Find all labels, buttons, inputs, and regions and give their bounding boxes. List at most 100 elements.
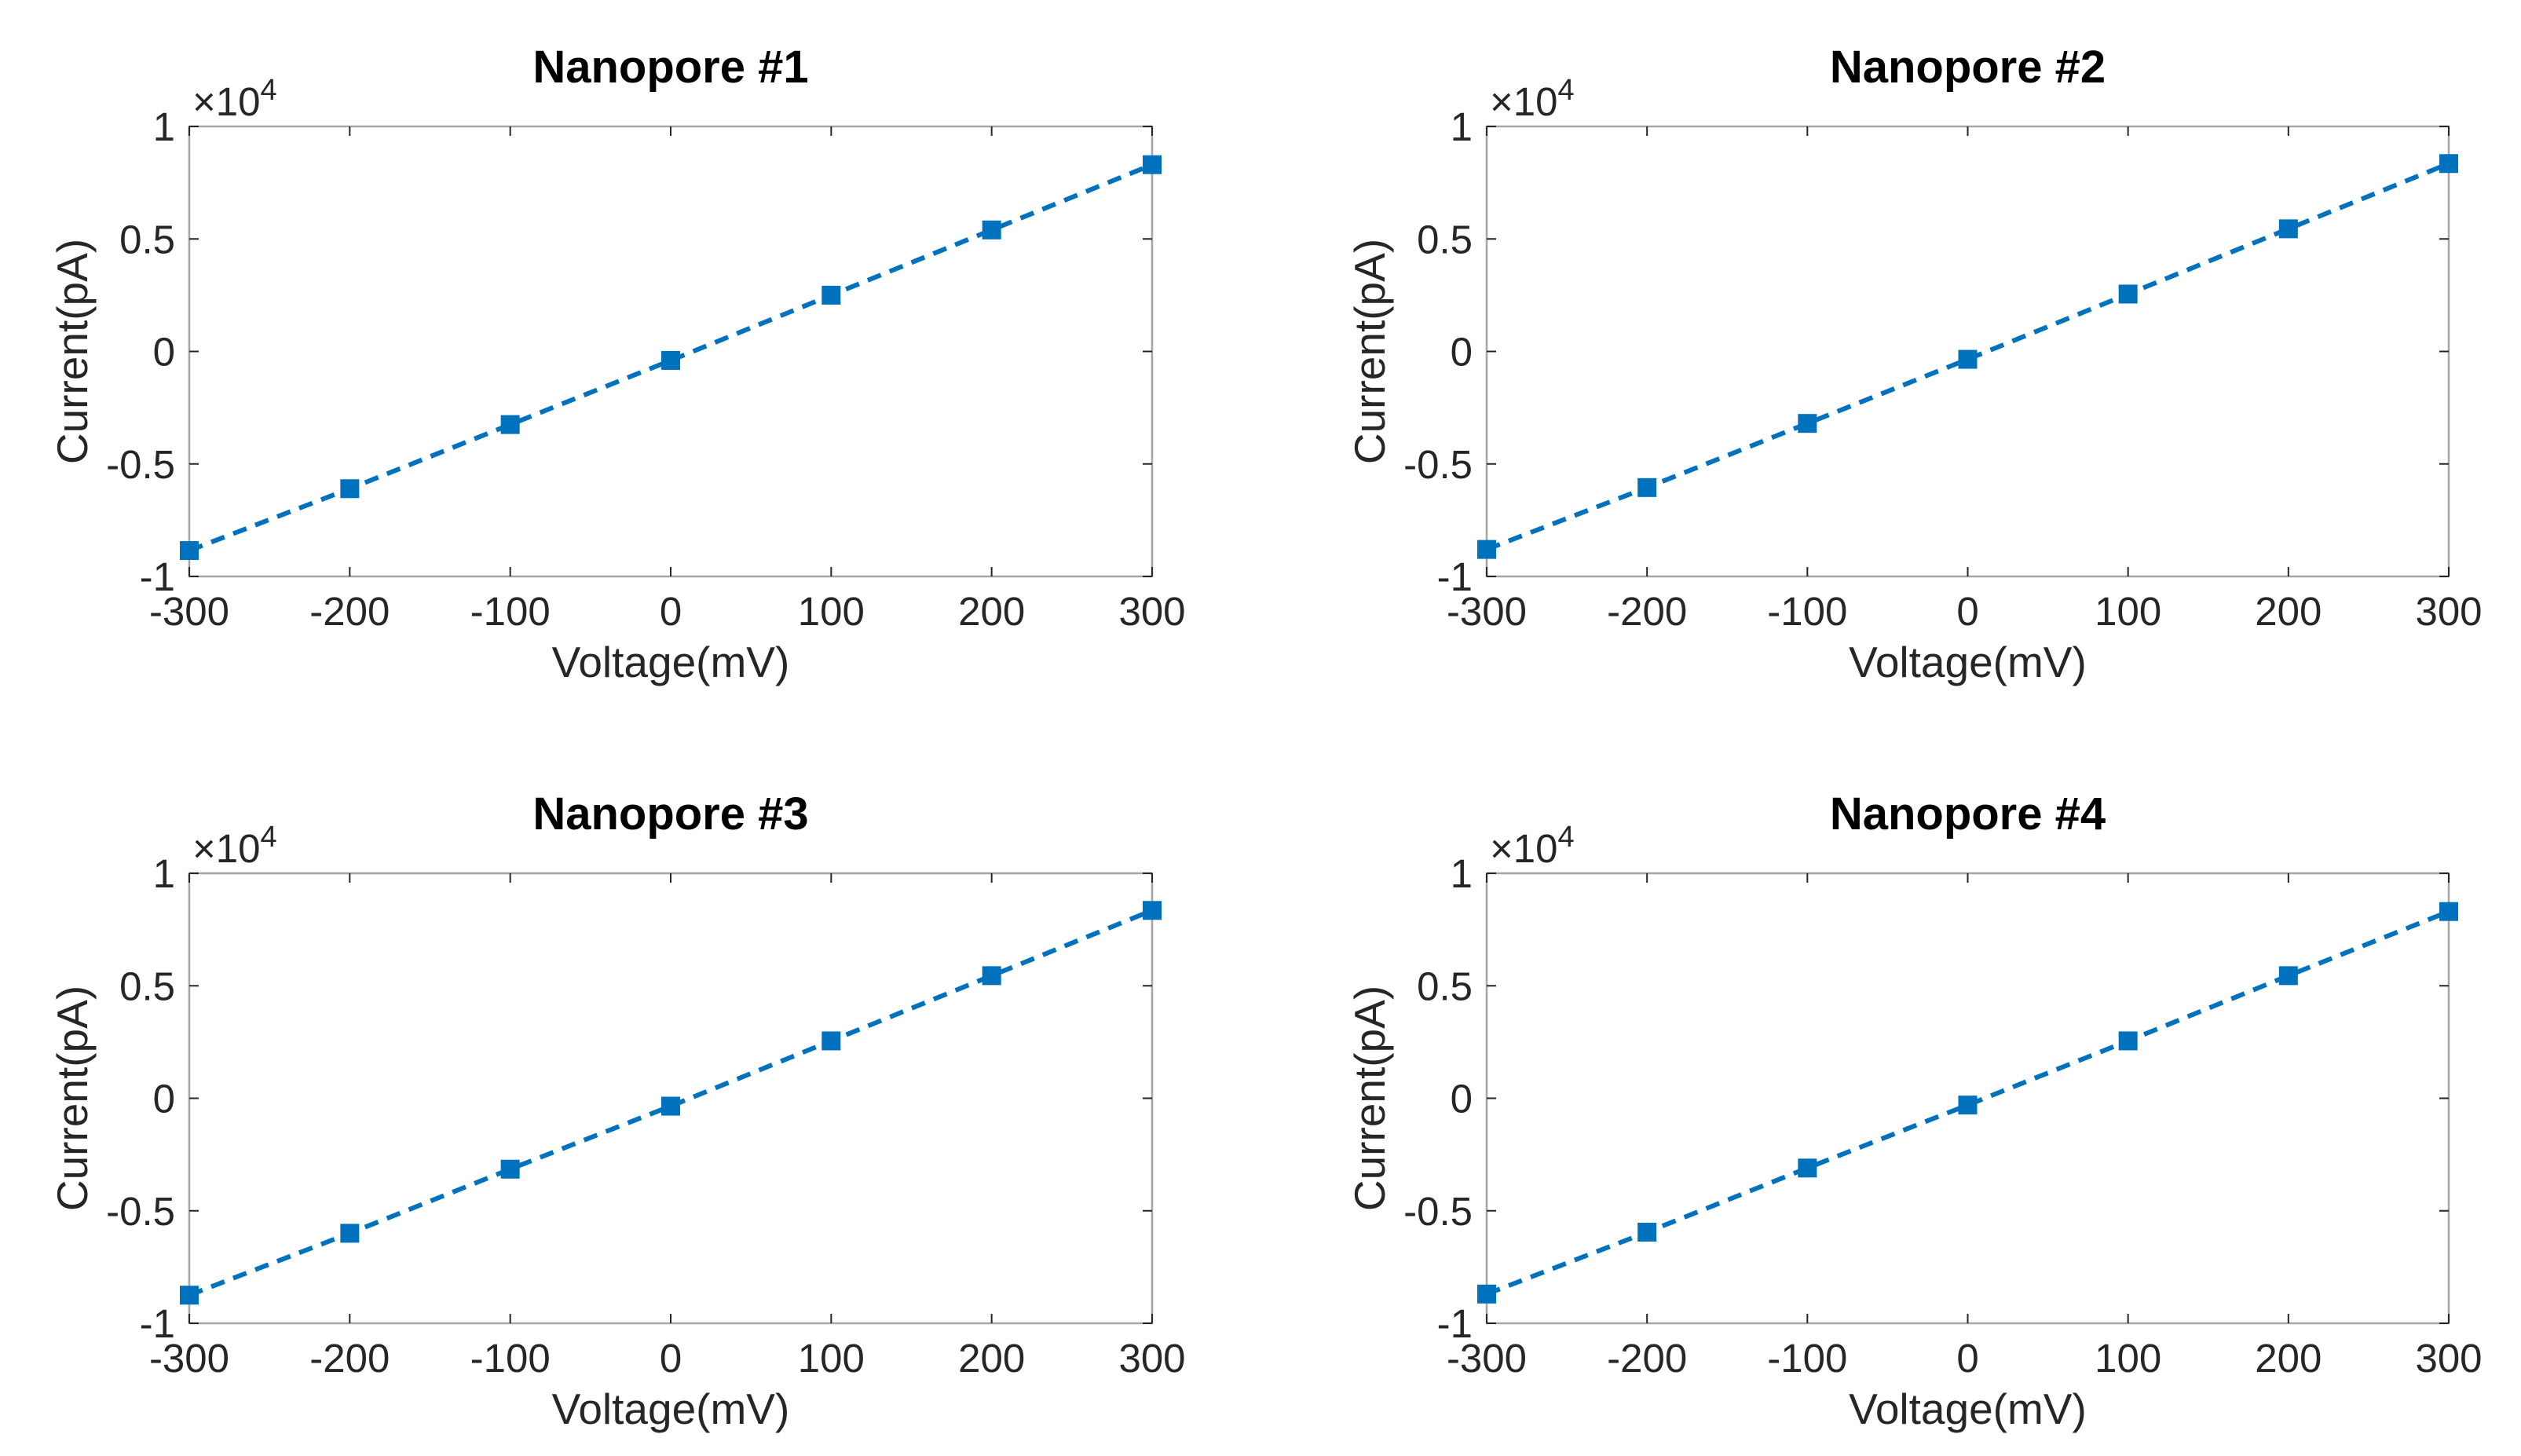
y-exponent-label: ×104 — [192, 74, 277, 124]
x-tick-label: 200 — [2255, 1336, 2322, 1381]
x-tick-label: -100 — [1767, 1336, 1847, 1381]
x-tick-label: 300 — [2415, 1336, 2482, 1381]
data-point-marker — [2439, 154, 2458, 174]
subplot-4: Nanopore #4 -300 -200 -100 0 100 200 300 -1 -0.5 0… — [1345, 788, 2483, 1433]
y-tick-label: 0 — [1451, 1077, 1473, 1121]
y-tick-label: -1 — [140, 1301, 175, 1346]
x-tick-label: 200 — [958, 1336, 1025, 1381]
y-tick-label: -0.5 — [1403, 442, 1473, 487]
y-tick-label: 0.5 — [1417, 964, 1473, 1008]
data-point-marker — [821, 285, 841, 305]
y-axis-label: Current(pA) — [1345, 986, 1394, 1211]
y-exponent-label: ×104 — [192, 821, 277, 871]
data-point-marker — [1958, 349, 1978, 369]
x-tick-label: 0 — [1956, 589, 1978, 634]
y-tick-label: 1 — [153, 851, 175, 896]
y-exponent-label: ×104 — [1490, 74, 1575, 124]
data-point-marker — [2439, 902, 2458, 921]
y-multiplier: ×10 — [192, 79, 261, 124]
chart-title: Nanopore #3 — [532, 788, 808, 840]
x-tick-label: -100 — [1767, 589, 1847, 634]
data-point-marker — [2118, 1031, 2138, 1051]
y-tick-label: -1 — [1437, 1301, 1473, 1346]
x-axis-label: Voltage(mV) — [1849, 1385, 2087, 1433]
data-point-marker — [2278, 966, 2298, 986]
x-tick-label: 200 — [958, 589, 1025, 634]
y-tick-label: 0 — [153, 330, 175, 375]
data-point-marker — [821, 1031, 841, 1051]
x-axis-label: Voltage(mV) — [552, 638, 790, 686]
subplot-2: Nanopore #2 -300 -200 -100 0 100 200 300 -1 -0.5 0… — [1345, 42, 2483, 686]
data-point-marker — [1637, 477, 1657, 497]
x-tick-label: -300 — [1447, 1336, 1527, 1381]
y-tick-label: -0.5 — [1403, 1189, 1473, 1234]
y-axis-label: Current(pA) — [1345, 239, 1394, 464]
y-tick-label: 1 — [153, 104, 175, 149]
x-tick-label: 100 — [798, 589, 865, 634]
x-tick-label: -200 — [309, 589, 390, 634]
y-multiplier: ×10 — [1490, 79, 1558, 124]
y-tick-label: -1 — [140, 554, 175, 599]
x-tick-label: 0 — [660, 589, 682, 634]
data-point-marker — [1477, 1284, 1496, 1304]
y-tick-label: 1 — [1451, 104, 1473, 149]
data-point-marker — [340, 479, 360, 499]
chart-title: Nanopore #4 — [1830, 788, 2106, 840]
x-tick-label: -100 — [470, 1336, 551, 1381]
data-point-marker — [1477, 540, 1496, 559]
data-point-marker — [1798, 414, 1817, 434]
data-point-marker — [661, 1096, 680, 1116]
data-point-marker — [1798, 1158, 1817, 1178]
x-tick-label: 100 — [798, 1336, 865, 1381]
x-axis-label: Voltage(mV) — [552, 1385, 790, 1433]
x-tick-label: -100 — [470, 589, 551, 634]
x-tick-label: 300 — [2415, 589, 2482, 634]
subplot-1: Nanopore #1 -300 -200 -100 0 100 200 300 -1 -0.5 0… — [48, 42, 1186, 686]
x-tick-label: -300 — [149, 1336, 229, 1381]
chart-title: Nanopore #1 — [532, 42, 808, 93]
y-multiplier: ×10 — [192, 826, 261, 871]
y-tick-label: 0.5 — [119, 217, 175, 262]
data-point-marker — [982, 966, 1001, 986]
y-exponent-label: ×104 — [1490, 821, 1575, 871]
y-tick-label: 0.5 — [119, 964, 175, 1008]
subplot-grid: Nanopore #1-300 -200 -100 0 100 200 300-1-0.50… — [48, 42, 2483, 1433]
x-tick-label: 300 — [1118, 589, 1185, 634]
subplot-3: Nanopore #3 -300 -200 -100 0 100 200 300 -1 -0.5 0… — [48, 788, 1186, 1433]
y-axis-label: Current(pA) — [48, 239, 97, 464]
x-tick-label: -300 — [149, 589, 229, 634]
y-tick-label: -1 — [1437, 554, 1473, 599]
x-tick-label: -200 — [309, 1336, 390, 1381]
data-point-marker — [2278, 219, 2298, 239]
x-tick-label: -200 — [1607, 589, 1687, 634]
data-point-marker — [2118, 284, 2138, 304]
data-point-marker — [1958, 1096, 1978, 1115]
y-exponent: 4 — [1558, 821, 1575, 854]
data-point-marker — [180, 541, 199, 561]
data-point-marker — [500, 415, 520, 434]
y-tick-label: -0.5 — [106, 442, 175, 487]
y-tick-label: -0.5 — [106, 1189, 175, 1234]
x-tick-label: 0 — [660, 1336, 682, 1381]
data-point-marker — [661, 350, 680, 370]
x-axis-label: Voltage(mV) — [1849, 638, 2087, 686]
x-tick-label: 200 — [2255, 589, 2322, 634]
x-tick-label: 100 — [2095, 589, 2161, 634]
y-tick-label: 0 — [153, 1077, 175, 1121]
chart-title: Nanopore #2 — [1830, 42, 2106, 93]
data-point-marker — [340, 1224, 360, 1243]
y-tick-label: 1 — [1451, 851, 1473, 896]
data-point-marker — [1143, 155, 1162, 174]
x-tick-label: -200 — [1607, 1336, 1687, 1381]
y-exponent: 4 — [261, 74, 277, 107]
data-point-marker — [500, 1159, 520, 1179]
data-point-marker — [1637, 1222, 1657, 1242]
y-tick-label: 0 — [1451, 330, 1473, 375]
y-axis-label: Current(pA) — [48, 986, 97, 1211]
data-point-marker — [180, 1286, 199, 1305]
data-point-marker — [982, 220, 1001, 240]
y-exponent: 4 — [1558, 74, 1575, 107]
y-exponent: 4 — [261, 821, 277, 854]
x-tick-label: -300 — [1447, 589, 1527, 634]
